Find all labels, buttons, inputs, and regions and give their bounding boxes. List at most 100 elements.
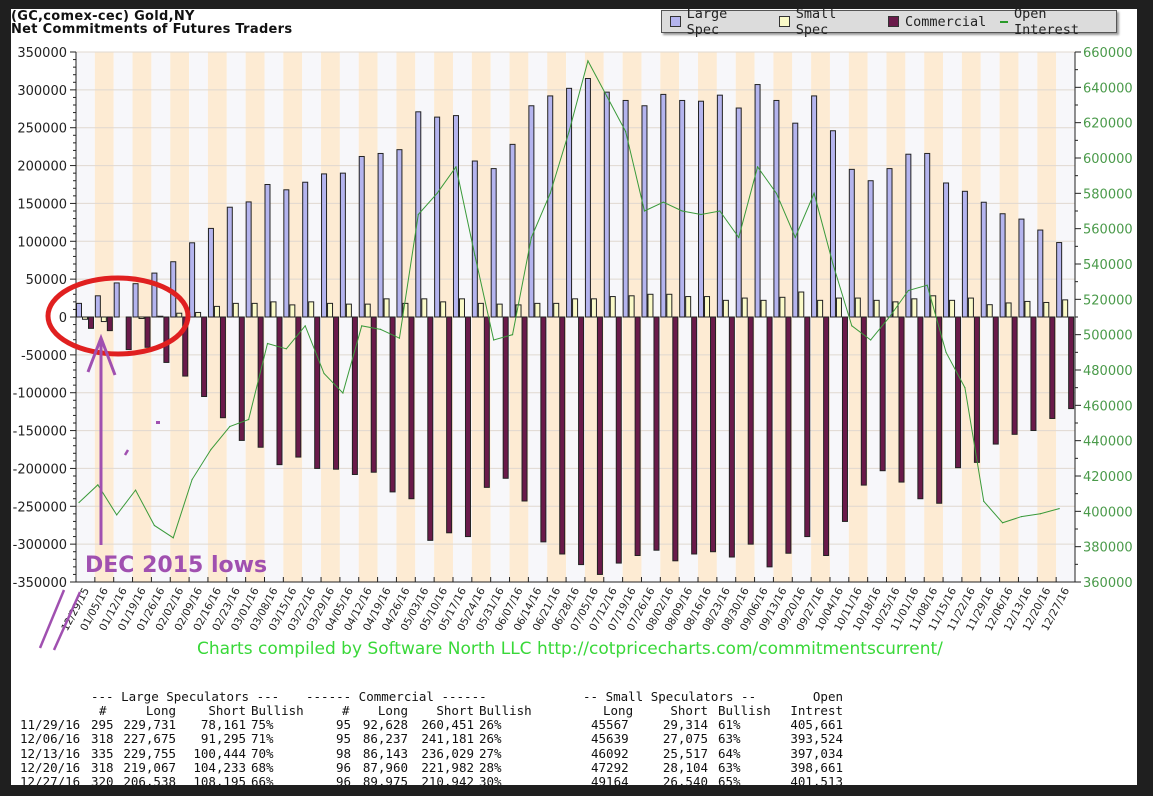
cell-cm-long: 92,628 <box>362 717 408 732</box>
cell-cm-long: 87,960 <box>362 759 408 775</box>
small-spec-bar <box>440 301 447 318</box>
small-spec-bar <box>270 301 277 318</box>
large-spec-bar <box>226 206 233 318</box>
commercial-bar <box>464 316 471 538</box>
cell-ss-bull: 63% <box>718 731 741 747</box>
open-interest-point <box>266 342 269 345</box>
large-spec-bar <box>1037 229 1044 318</box>
row-date: 12/06/16 <box>20 731 81 747</box>
y2-tick-label: 360000 <box>1083 576 1133 591</box>
small-spec-bar <box>628 295 635 318</box>
commercial-swatch-icon <box>888 16 900 27</box>
commercial-bar <box>823 316 830 556</box>
commercial-bar <box>408 316 415 500</box>
small-spec-bar <box>138 316 145 320</box>
small-spec-bar <box>1043 301 1050 318</box>
open-interest-point <box>1039 513 1041 515</box>
large-spec-bar <box>679 99 686 318</box>
small-spec-bar <box>176 312 183 318</box>
y2-tick-label: 460000 <box>1083 399 1133 414</box>
large-spec-bar <box>999 213 1006 318</box>
large-spec-bar <box>528 105 535 318</box>
small-spec-bar <box>100 316 107 323</box>
open-interest-line-icon <box>1000 20 1009 23</box>
cell-ls-short: 100,444 <box>193 745 246 761</box>
large-spec-bar <box>735 107 742 318</box>
y2-tick-label: 540000 <box>1083 258 1133 273</box>
open-interest-point <box>530 236 532 239</box>
cell-cm-num: 96 <box>336 759 352 775</box>
cell-oi: 397,034 <box>790 745 843 761</box>
small-spec-bar <box>458 298 465 318</box>
annotation-mark <box>123 449 130 456</box>
legend-item-open-interest: Open Interest <box>1000 9 1116 38</box>
large-spec-bar <box>660 93 667 318</box>
cell-oi: 405,661 <box>790 717 843 732</box>
cell-ls-num: 318 <box>91 731 114 747</box>
cell-ls-bull: 68% <box>251 759 274 775</box>
cell-ls-num: 295 <box>91 717 114 732</box>
small-spec-bar <box>383 298 390 318</box>
commercial-bar <box>314 316 321 469</box>
commercial-bar <box>351 316 358 475</box>
small-spec-bar <box>817 299 824 318</box>
open-interest-point <box>493 339 495 341</box>
col-header-ss-short: Short <box>670 703 708 718</box>
cell-ls-long: 206,538 <box>123 774 176 785</box>
commercial-bar <box>1049 316 1056 419</box>
large-spec-swatch-icon <box>670 16 681 27</box>
large-spec-bar <box>490 168 497 318</box>
commercial-bar <box>898 316 905 483</box>
group-header-open-interest: Open <box>812 689 843 704</box>
cell-cm-num: 98 <box>336 745 352 761</box>
commercial-bar <box>370 316 377 473</box>
chart-legend: Large Spec Small Spec Commercial Open In… <box>661 9 1117 38</box>
open-interest-point <box>964 387 966 389</box>
large-spec-bar <box>283 189 290 318</box>
y-tick-label: -150000 <box>13 425 67 440</box>
open-interest-point <box>794 236 796 239</box>
open-interest-point <box>700 213 702 216</box>
cell-cm-bull: 27% <box>479 745 502 761</box>
open-interest-point <box>983 500 985 502</box>
large-spec-bar <box>321 173 328 318</box>
cell-cm-bull: 26% <box>479 731 502 747</box>
open-interest-point <box>474 254 476 256</box>
commercial-bar <box>1068 316 1075 410</box>
commercial-bar <box>804 316 811 538</box>
y-tick-label: 300000 <box>17 84 67 99</box>
cell-ss-short: 25,517 <box>662 745 708 761</box>
open-interest-point <box>398 337 401 339</box>
small-spec-bar <box>647 293 654 318</box>
open-interest-point <box>1058 508 1060 510</box>
col-header-ls-long: Long <box>145 703 176 718</box>
y-tick-label: 100000 <box>17 235 67 250</box>
cot-summary-table: --- Large Speculators --- ------ Commerci… <box>11 681 911 785</box>
open-interest-point <box>587 60 589 62</box>
y-tick-label: 150000 <box>17 197 67 212</box>
open-interest-point <box>870 339 872 341</box>
open-interest-point <box>455 166 457 168</box>
y-tick-label: 350000 <box>17 46 67 61</box>
large-spec-bar <box>792 122 799 318</box>
open-interest-point <box>568 130 570 133</box>
large-spec-bar <box>339 172 346 318</box>
open-interest-point <box>248 418 250 421</box>
cell-ss-long: 46092 <box>591 745 629 761</box>
open-interest-point <box>775 192 778 194</box>
large-spec-bar <box>773 99 780 318</box>
cell-cm-short: 260,451 <box>421 717 474 732</box>
large-spec-bar <box>207 227 214 318</box>
open-interest-point <box>549 192 551 194</box>
commercial-bar <box>747 316 754 545</box>
large-spec-bar <box>698 100 705 318</box>
cell-cm-long: 86,237 <box>362 731 408 747</box>
annotation-slash <box>38 589 66 649</box>
cell-ss-long: 45639 <box>591 731 629 747</box>
commercial-bar <box>936 316 943 504</box>
large-spec-bar <box>189 242 196 318</box>
cell-cm-short: 241,181 <box>421 731 474 747</box>
commercial-bar <box>483 316 490 488</box>
open-interest-point <box>304 325 306 327</box>
commercial-bar <box>766 316 773 568</box>
